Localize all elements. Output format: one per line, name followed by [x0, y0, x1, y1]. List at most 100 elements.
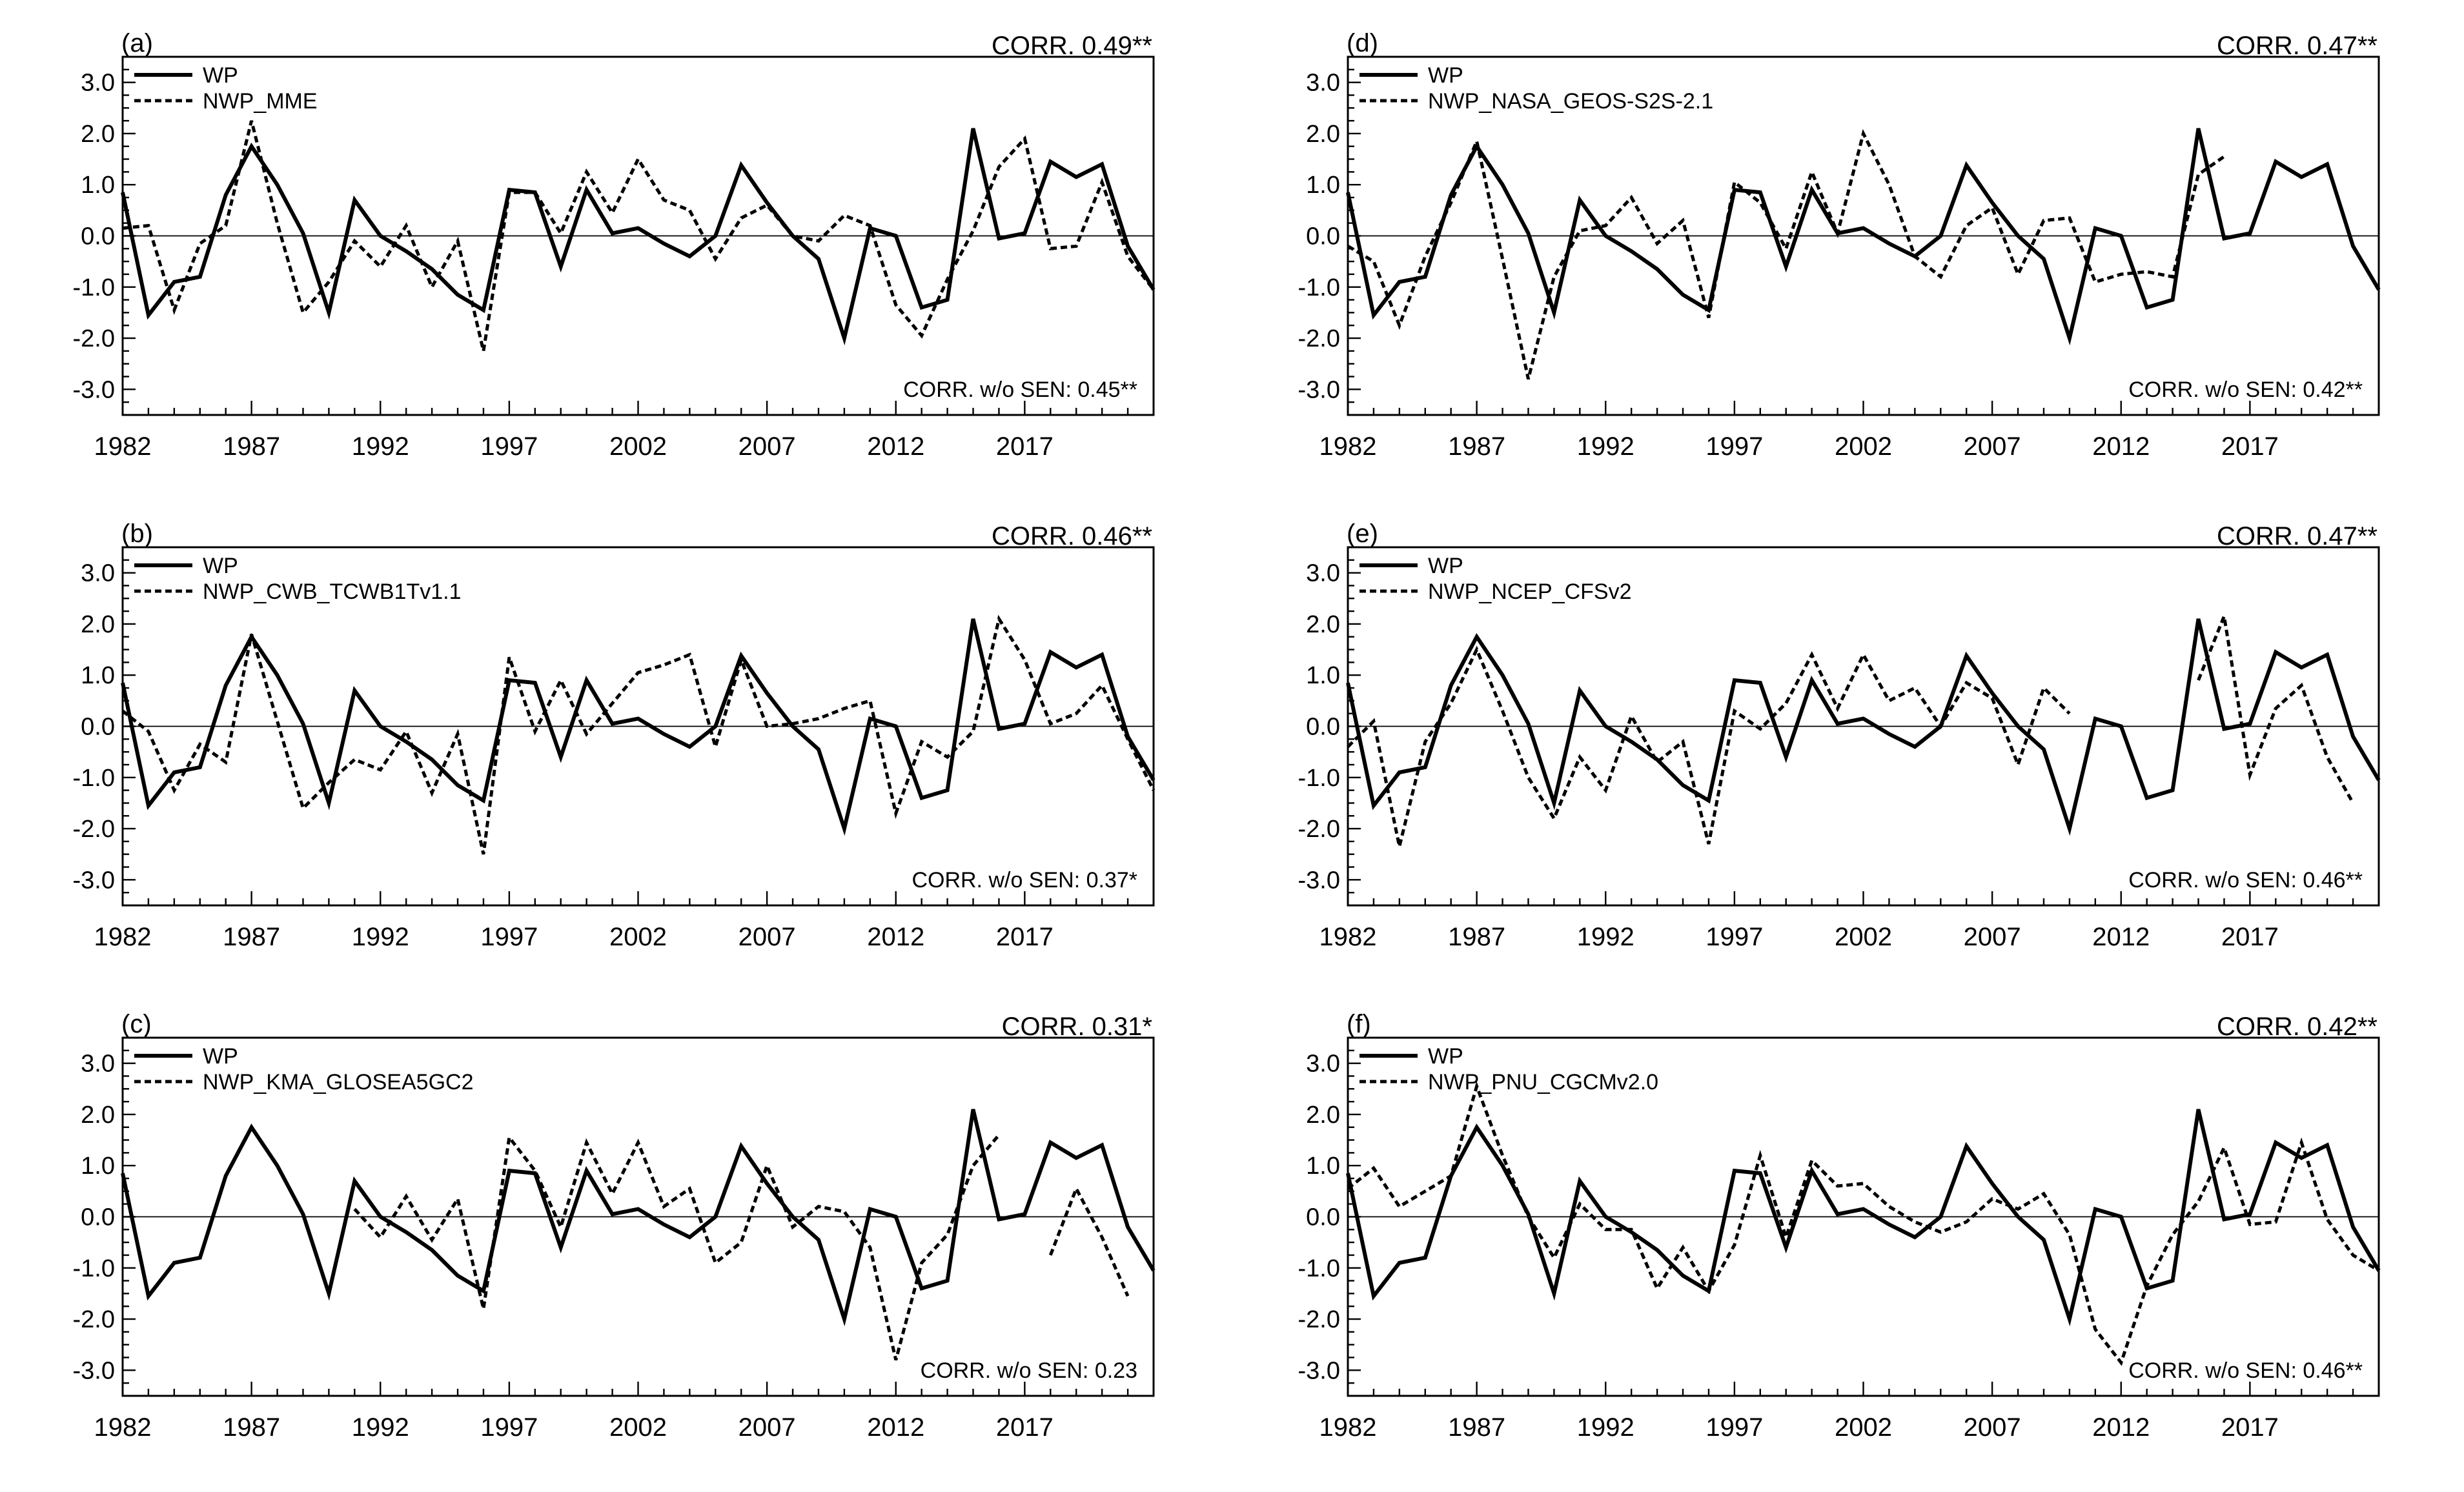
x-tick-label: 2002 — [1835, 923, 1892, 951]
corr-label: CORR. 0.47** — [2217, 522, 2377, 550]
x-tick-label: 2017 — [2221, 432, 2279, 461]
x-tick-label: 2012 — [2092, 1413, 2150, 1442]
x-tick-label: 2017 — [2221, 923, 2279, 951]
legend-nwp-label: NWP_MME — [203, 89, 318, 114]
x-tick-label: 1982 — [1319, 432, 1377, 461]
x-tick-label: 2012 — [2092, 432, 2150, 461]
y-tick-label: 2.0 — [1306, 121, 1340, 148]
legend-wp-label: WP — [203, 63, 238, 88]
x-tick-label: 1982 — [94, 923, 152, 951]
x-tick-label: 1997 — [480, 432, 538, 461]
panel-label: (b) — [121, 519, 153, 548]
x-tick-label: 2012 — [867, 1413, 924, 1442]
x-tick-label: 1982 — [94, 1413, 152, 1442]
x-tick-label: 2007 — [738, 432, 796, 461]
x-tick-label: 2017 — [996, 1413, 1054, 1442]
legend-wp-label: WP — [203, 554, 238, 578]
y-tick-label: -1.0 — [1298, 274, 1340, 301]
legend-nwp-label: NWP_CWB_TCWB1Tv1.1 — [203, 580, 462, 604]
y-tick-label: 2.0 — [1306, 1102, 1340, 1129]
x-tick-label: 1987 — [1448, 923, 1505, 951]
x-tick-label: 2017 — [996, 923, 1054, 951]
nwp-series-line — [2197, 610, 2355, 804]
y-tick-label: 0.0 — [81, 714, 115, 741]
corr-label: CORR. 0.42** — [2217, 1013, 2377, 1041]
panel-label: (e) — [1347, 519, 1378, 548]
x-tick-label: 2007 — [1964, 1413, 2021, 1442]
x-tick-label: 1982 — [1319, 923, 1377, 951]
y-tick-label: 2.0 — [81, 611, 115, 638]
x-tick-label: 1987 — [223, 923, 280, 951]
legend-nwp-label: NWP_NCEP_CFSv2 — [1428, 580, 1632, 604]
corr-label: CORR. 0.49** — [992, 32, 1152, 60]
panel-label: (d) — [1347, 29, 1378, 57]
panel-b: 3.0 2.0 1.0 0.0 -1.0 -2.0 -3.0 1982 1987 1992 1997… — [73, 519, 1156, 951]
wp-series-line — [1346, 128, 2381, 346]
y-tick-label: -3.0 — [1298, 1357, 1340, 1384]
x-tick-label: 2002 — [609, 432, 667, 461]
y-tick-label: -3.0 — [1298, 867, 1340, 894]
legend-wp-label: WP — [1428, 554, 1463, 578]
corr-without-sen-label: CORR. w/o SEN: 0.23 — [921, 1358, 1137, 1383]
y-tick-label: -3.0 — [73, 376, 115, 403]
y-tick-label: 3.0 — [81, 70, 115, 97]
y-tick-label: -2.0 — [1298, 816, 1340, 843]
corr-without-sen-label: CORR. w/o SEN: 0.45** — [903, 378, 1137, 402]
y-tick-label: 1.0 — [81, 172, 115, 199]
y-tick-label: 1.0 — [1306, 662, 1340, 689]
x-tick-label: 1987 — [1448, 1413, 1505, 1442]
y-tick-label: 3.0 — [81, 560, 115, 587]
x-tick-label: 2012 — [2092, 923, 2150, 951]
panel-f: 3.0 2.0 1.0 0.0 -1.0 -2.0 -3.0 1982 1987 1992 1997… — [1298, 1010, 2381, 1442]
y-tick-label: -1.0 — [73, 274, 115, 301]
panel-label: (f) — [1347, 1010, 1371, 1038]
y-tick-label: -3.0 — [73, 1357, 115, 1384]
panel-e: 3.0 2.0 1.0 0.0 -1.0 -2.0 -3.0 1982 1987 1992 1997… — [1298, 519, 2381, 951]
x-tick-label: 2012 — [867, 432, 924, 461]
nwp-series-line — [353, 1133, 1001, 1361]
x-tick-label: 2002 — [1835, 432, 1892, 461]
x-tick-label: 1992 — [1577, 1413, 1634, 1442]
y-tick-label: -2.0 — [73, 325, 115, 352]
x-tick-label: 2002 — [609, 923, 667, 951]
y-tick-label: 3.0 — [1306, 560, 1340, 587]
wp-series-line — [121, 1109, 1156, 1327]
y-tick-label: 2.0 — [1306, 611, 1340, 638]
y-tick-label: 1.0 — [1306, 172, 1340, 199]
panel-d: 3.0 2.0 1.0 0.0 -1.0 -2.0 -3.0 1982 1987 1992 1997… — [1298, 29, 2381, 461]
corr-without-sen-label: CORR. w/o SEN: 0.46** — [2128, 868, 2363, 892]
legend-nwp-label: NWP_KMA_GLOSEA5GC2 — [203, 1070, 473, 1094]
x-tick-label: 2017 — [996, 432, 1054, 461]
y-tick-label: -1.0 — [1298, 765, 1340, 792]
x-tick-label: 1987 — [223, 1413, 280, 1442]
panel-c: 3.0 2.0 1.0 0.0 -1.0 -2.0 -3.0 1982 1987 1992 1997… — [73, 1010, 1156, 1442]
x-tick-label: 2007 — [1964, 432, 2021, 461]
panel-label: (a) — [121, 29, 153, 57]
x-tick-label: 2007 — [738, 1413, 796, 1442]
y-tick-label: 1.0 — [81, 662, 115, 689]
legend-nwp-label: NWP_PNU_CGCMv2.0 — [1428, 1070, 1658, 1094]
x-tick-label: 1997 — [1705, 1413, 1763, 1442]
x-tick-label: 1987 — [223, 432, 280, 461]
y-tick-label: -3.0 — [73, 867, 115, 894]
legend-wp-label: WP — [203, 1044, 238, 1069]
nwp-series-line — [1347, 128, 2225, 380]
corr-without-sen-label: CORR. w/o SEN: 0.46** — [2128, 1358, 2363, 1383]
wp-series-line — [121, 618, 1156, 836]
y-tick-label: 3.0 — [1306, 1051, 1340, 1078]
corr-without-sen-label: CORR. w/o SEN: 0.42** — [2128, 378, 2363, 402]
x-tick-label: 1997 — [480, 923, 538, 951]
y-tick-label: 0.0 — [81, 1204, 115, 1231]
legend-wp-label: WP — [1428, 63, 1463, 88]
x-tick-label: 1987 — [1448, 432, 1505, 461]
y-tick-label: 0.0 — [1306, 1204, 1340, 1231]
y-tick-label: 2.0 — [81, 1102, 115, 1129]
x-tick-label: 1997 — [480, 1413, 538, 1442]
y-tick-label: -3.0 — [1298, 376, 1340, 403]
y-tick-label: -2.0 — [1298, 1306, 1340, 1333]
x-tick-label: 1992 — [352, 1413, 409, 1442]
y-tick-label: -1.0 — [73, 1255, 115, 1282]
y-tick-label: 2.0 — [81, 121, 115, 148]
legend-wp-label: WP — [1428, 1044, 1463, 1069]
